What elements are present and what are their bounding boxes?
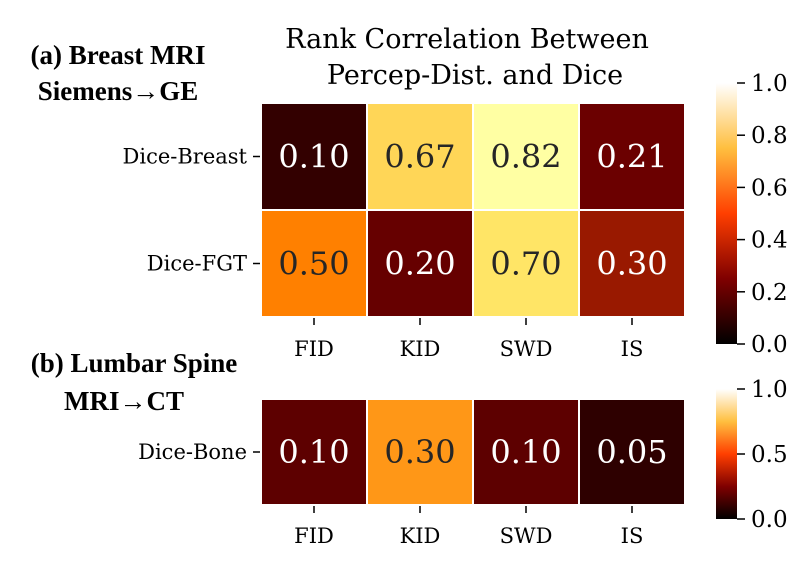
- heatmap-cell: [578, 209, 686, 318]
- cell-value-label: 0.50: [278, 245, 349, 283]
- row-label: Dice-FGT: [147, 252, 247, 276]
- heatmap-cell: [578, 102, 686, 211]
- colorbar-tick-label: 0.8: [751, 123, 788, 149]
- cell-value-label: 0.20: [384, 245, 455, 283]
- heatmap-cell: [578, 398, 686, 506]
- column-label: SWD: [500, 524, 553, 548]
- heatmap-cell: [260, 209, 368, 318]
- colorbar-a-ticks: 0.0 0.2 0.4 0.6 0.8 1.0: [737, 71, 788, 358]
- colorbar-a: [716, 83, 737, 344]
- cell-value-label: 0.10: [490, 433, 561, 471]
- panel-a-label-line2: Siemens→GE: [38, 76, 199, 106]
- heatmap-cell: [472, 398, 580, 506]
- colorbar-tick-label: 1.0: [751, 71, 788, 97]
- colorbar-tick-label: 0.0: [751, 507, 788, 533]
- cell-value-label: 0.05: [596, 433, 667, 471]
- colorbar-tick-label: 1.0: [751, 377, 788, 403]
- column-label: FID: [294, 524, 334, 548]
- colorbar-tick-label: 0.6: [751, 175, 788, 201]
- heatmap-cell: [366, 102, 474, 211]
- row-label: Dice-Breast: [123, 145, 248, 169]
- colorbar-tick-label: 0.5: [751, 442, 788, 468]
- heatmap-b: 0.10 0.30 0.10 0.05 Dice-Bone FID KID SWD IS: [138, 398, 686, 548]
- panel-b-label-line2: MRI→CT: [64, 386, 184, 416]
- colorbar-tick-label: 0.0: [751, 332, 788, 358]
- chart-title-line1: Rank Correlation Between: [285, 24, 649, 55]
- heatmap-cell: [366, 398, 474, 506]
- heatmap-cell: [260, 398, 368, 506]
- heatmap-cell: [472, 102, 580, 211]
- colorbar-tick-label: 0.4: [751, 228, 788, 254]
- panel-a-label-line1: (a) Breast MRI: [31, 40, 206, 70]
- colorbar-tick-label: 0.2: [751, 280, 788, 306]
- heatmap-cell: [260, 102, 368, 211]
- panel-b-label-line1: (b) Lumbar Spine: [31, 348, 238, 378]
- cell-value-label: 0.21: [596, 138, 667, 176]
- column-label: SWD: [500, 337, 553, 361]
- column-label: KID: [400, 524, 441, 548]
- column-label: KID: [400, 337, 441, 361]
- column-label: IS: [621, 524, 644, 548]
- cell-value-label: 0.10: [278, 138, 349, 176]
- cell-value-label: 0.70: [490, 245, 561, 283]
- cell-value-label: 0.30: [596, 245, 667, 283]
- heatmap-a: 0.10 0.67 0.82 0.21 0.50 0.20 0.70 0.30 Dice-Bre…: [123, 102, 686, 361]
- colorbar-b: [716, 389, 737, 519]
- column-label: FID: [294, 337, 334, 361]
- row-label: Dice-Bone: [138, 440, 247, 464]
- heatmap-cell: [472, 209, 580, 318]
- chart-title-line2: Percep-Dist. and Dice: [327, 60, 623, 91]
- cell-value-label: 0.30: [384, 433, 455, 471]
- column-label: IS: [621, 337, 644, 361]
- heatmap-cell: [366, 209, 474, 318]
- colorbar-b-ticks: 0.0 0.5 1.0: [737, 377, 788, 533]
- cell-value-label: 0.10: [278, 433, 349, 471]
- cell-value-label: 0.82: [490, 138, 561, 176]
- cell-value-label: 0.67: [384, 138, 455, 176]
